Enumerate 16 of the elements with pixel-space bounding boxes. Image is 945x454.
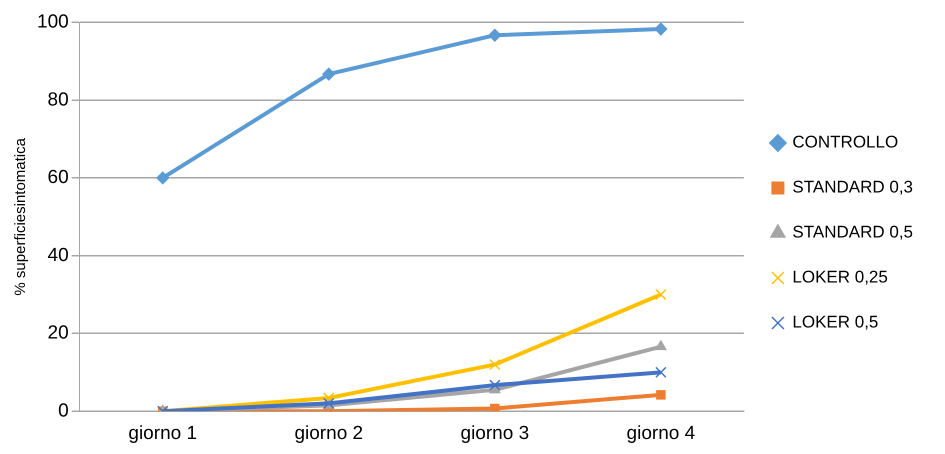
x-tick-label: giorno 3 (460, 422, 530, 444)
x-tick-label: giorno 2 (294, 422, 364, 444)
x-tick-label: giorno 1 (128, 422, 198, 444)
y-tick-label: 60 (48, 167, 69, 188)
legend-label: STANDARD 0,3 (792, 178, 914, 197)
legend-label: LOKER 0,5 (792, 312, 878, 332)
legend-label: STANDARD 0,5 (792, 222, 914, 242)
x-tick-label: giorno 4 (626, 422, 696, 444)
y-tick-label: 80 (48, 89, 69, 110)
legend-label: LOKER 0,25 (792, 268, 888, 287)
y-tick-label: 20 (48, 322, 69, 344)
y-axis-title: % superficiesintomatica (12, 137, 30, 296)
y-tick-label: 0 (58, 400, 69, 422)
y-tick-label: 40 (48, 244, 69, 266)
y-tick-label: 100 (37, 12, 69, 33)
legend-label: CONTROLLO (792, 132, 898, 152)
